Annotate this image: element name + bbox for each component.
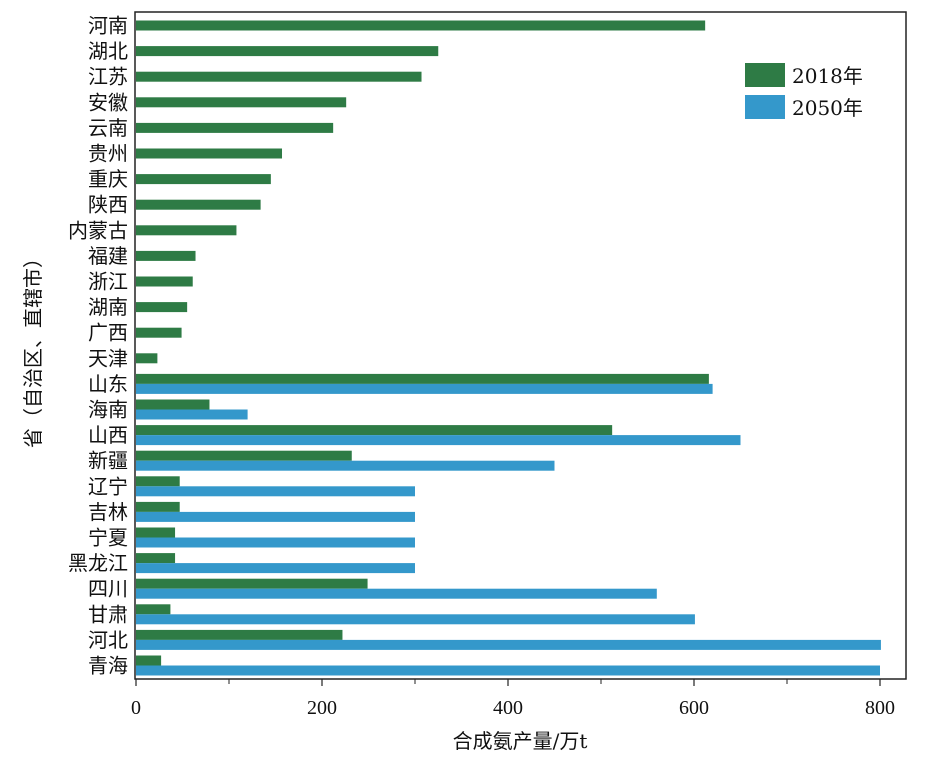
bar-2050-15 bbox=[136, 383, 713, 394]
bar-2018-4 bbox=[136, 97, 347, 108]
bar-2050-18 bbox=[136, 460, 555, 471]
bars-group bbox=[136, 20, 881, 676]
bar-2050-20 bbox=[136, 511, 415, 522]
category-label-14: 天津 bbox=[88, 346, 128, 370]
category-label-4: 安徽 bbox=[88, 90, 128, 114]
legend: 2018年 2050年 bbox=[745, 63, 863, 120]
bar-2018-8 bbox=[136, 199, 261, 210]
category-label-8: 陕西 bbox=[88, 193, 128, 217]
category-label-18: 新疆 bbox=[88, 449, 128, 473]
category-label-19: 辽宁 bbox=[88, 474, 128, 498]
bar-2018-25 bbox=[136, 629, 343, 640]
category-label-10: 福建 bbox=[88, 244, 128, 268]
x-axis-ticks: 0 200 400 600 800 bbox=[131, 679, 895, 719]
category-label-16: 海南 bbox=[88, 398, 128, 422]
bar-2018-15 bbox=[136, 373, 709, 384]
bar-2018-12 bbox=[136, 302, 188, 313]
category-label-7: 重庆 bbox=[88, 167, 128, 191]
bar-2050-19 bbox=[136, 486, 415, 497]
x-axis-title: 合成氨产量/万t bbox=[453, 729, 588, 753]
x-tick-label-3: 400 bbox=[493, 697, 523, 719]
bar-2018-24 bbox=[136, 604, 171, 615]
bar-2050-24 bbox=[136, 614, 695, 625]
bar-2050-23 bbox=[136, 588, 657, 599]
category-label-2: 湖北 bbox=[88, 39, 128, 63]
x-tick-label-4: 600 bbox=[679, 697, 709, 719]
x-tick-label-1: 0 bbox=[131, 697, 141, 719]
bar-2018-20 bbox=[136, 501, 180, 512]
bar-2018-16 bbox=[136, 399, 210, 410]
category-label-5: 云南 bbox=[88, 116, 128, 140]
category-label-22: 黑龙江 bbox=[68, 551, 128, 575]
bar-2050-26 bbox=[136, 665, 880, 676]
x-tick-label-2: 200 bbox=[307, 697, 337, 719]
bar-2050-17 bbox=[136, 435, 741, 446]
category-label-1: 河南 bbox=[88, 14, 128, 38]
bar-2018-6 bbox=[136, 148, 283, 159]
category-label-12: 湖南 bbox=[88, 295, 128, 319]
category-labels: 河南湖北江苏安徽云南贵州重庆陕西内蒙古福建浙江湖南广西天津山东海南山西新疆辽宁吉… bbox=[68, 14, 128, 678]
legend-swatch-2050 bbox=[745, 95, 785, 119]
category-label-20: 吉林 bbox=[88, 500, 128, 524]
category-label-21: 宁夏 bbox=[88, 526, 128, 550]
category-label-17: 山西 bbox=[88, 423, 128, 447]
bar-2018-7 bbox=[136, 174, 271, 185]
bar-2018-19 bbox=[136, 476, 180, 487]
bar-2018-9 bbox=[136, 225, 237, 236]
bar-2018-3 bbox=[136, 71, 422, 82]
bar-2018-14 bbox=[136, 353, 158, 364]
legend-label-2050: 2050年 bbox=[792, 96, 863, 120]
bar-2050-22 bbox=[136, 563, 415, 574]
category-label-9: 内蒙古 bbox=[68, 218, 128, 242]
category-label-11: 浙江 bbox=[88, 270, 128, 294]
bar-2018-10 bbox=[136, 250, 196, 261]
bar-2018-11 bbox=[136, 276, 193, 287]
bar-2050-16 bbox=[136, 409, 248, 420]
category-label-6: 贵州 bbox=[88, 142, 128, 166]
category-label-25: 河北 bbox=[88, 628, 128, 652]
bar-2018-22 bbox=[136, 553, 176, 564]
bar-2018-18 bbox=[136, 450, 352, 461]
category-label-13: 广西 bbox=[88, 321, 128, 345]
category-label-3: 江苏 bbox=[88, 65, 128, 89]
category-label-23: 四川 bbox=[88, 577, 128, 601]
bar-2050-21 bbox=[136, 537, 415, 548]
bar-2050-25 bbox=[136, 639, 881, 650]
bar-2018-26 bbox=[136, 655, 162, 666]
bar-2018-23 bbox=[136, 578, 368, 589]
bar-2018-21 bbox=[136, 527, 176, 538]
bar-2018-2 bbox=[136, 46, 439, 57]
y-axis-title: 省（自治区、直辖市） bbox=[21, 248, 45, 448]
bar-2018-17 bbox=[136, 425, 613, 436]
x-tick-label-5: 800 bbox=[865, 697, 895, 719]
legend-swatch-2018 bbox=[745, 63, 785, 87]
bar-2018-1 bbox=[136, 20, 706, 31]
legend-label-2018: 2018年 bbox=[792, 64, 863, 88]
category-label-26: 青海 bbox=[88, 654, 128, 678]
bar-2018-5 bbox=[136, 122, 334, 133]
bar-2018-13 bbox=[136, 327, 182, 338]
category-label-24: 甘肃 bbox=[88, 602, 128, 626]
category-label-15: 山东 bbox=[88, 372, 128, 396]
plot-frame bbox=[134, 11, 907, 680]
